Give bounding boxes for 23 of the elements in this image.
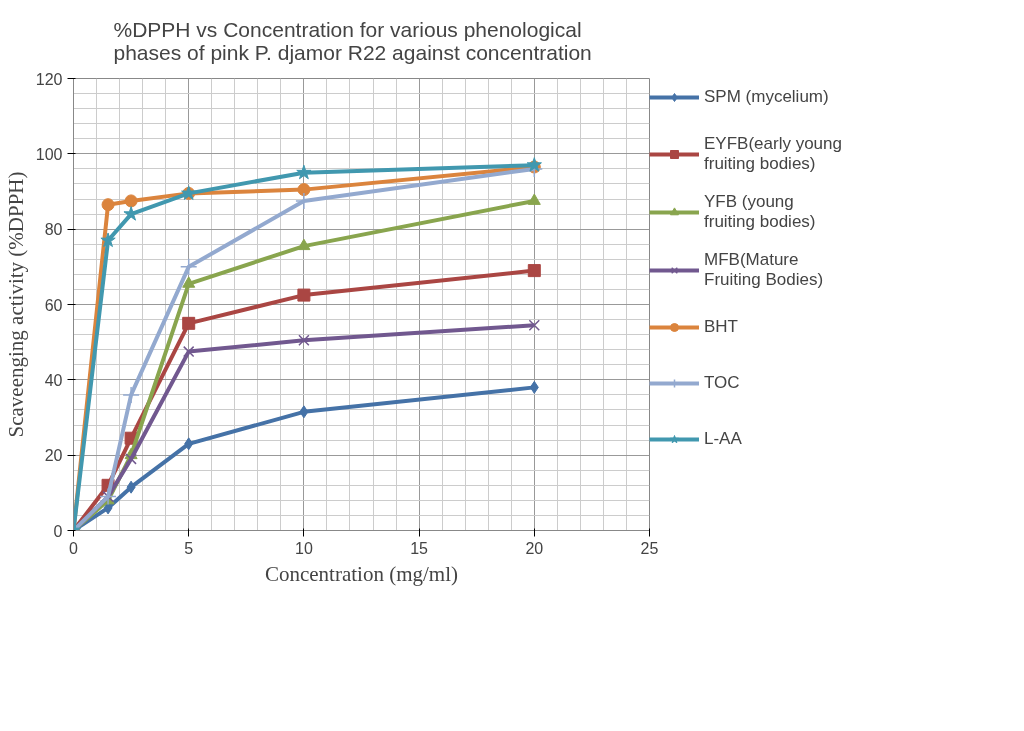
- y-tick-label: 80: [44, 221, 63, 239]
- x-tick-label: 15: [410, 539, 429, 557]
- y-tick-label: 100: [35, 145, 63, 163]
- legend-label: EYFB(early young fruiting bodies): [704, 134, 842, 174]
- x-tick-label: 5: [184, 539, 194, 557]
- y-tick-label: 20: [44, 447, 63, 465]
- legend-label: MFB(Mature Fruiting Bodies): [704, 250, 824, 290]
- legend-label: SPM (mycelium): [704, 86, 829, 108]
- x-axis-title: Concentration (mg/ml): [264, 561, 459, 586]
- y-tick-label: 120: [35, 70, 63, 88]
- x-tick-label: 20: [525, 539, 544, 557]
- x-tick-label: 10: [295, 539, 313, 557]
- y-tick-label: 60: [44, 296, 63, 314]
- x-tick-label: 25: [640, 539, 659, 557]
- legend-label: TOC: [704, 372, 740, 394]
- y-axis-title: Scaveenging activity (%DPPH): [3, 171, 28, 438]
- legend-label: L-AA: [704, 428, 742, 450]
- legend-label: YFB (young fruiting bodies): [704, 192, 816, 232]
- legend-label: BHT: [704, 316, 738, 338]
- y-tick-label: 0: [53, 522, 63, 540]
- y-tick-label: 40: [44, 371, 63, 389]
- chart-title: %DPPH vs Concentration for various phenological phases of pink P. djamor R22 against concentration: [113, 17, 592, 64]
- x-tick-label: 0: [69, 539, 79, 557]
